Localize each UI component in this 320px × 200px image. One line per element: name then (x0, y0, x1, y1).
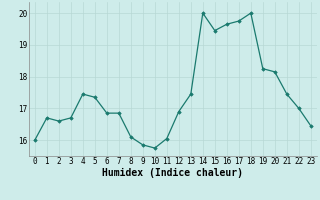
X-axis label: Humidex (Indice chaleur): Humidex (Indice chaleur) (102, 168, 243, 178)
